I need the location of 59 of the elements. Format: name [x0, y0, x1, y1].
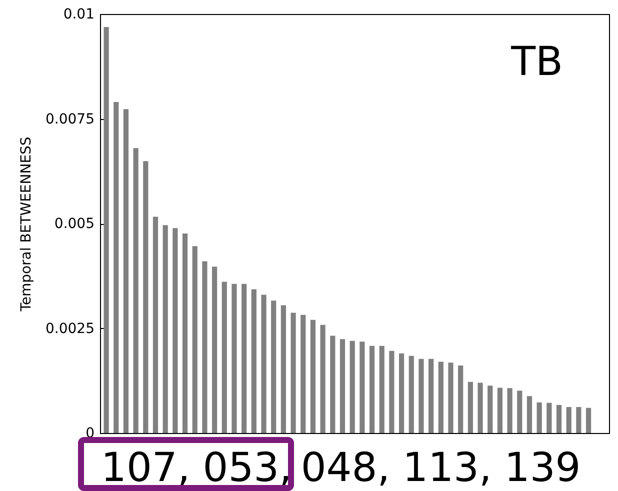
bar [497, 388, 503, 433]
bar [369, 346, 375, 433]
bar [202, 261, 208, 433]
bar [320, 324, 326, 433]
bar [448, 362, 454, 433]
bar [123, 109, 129, 433]
bar [330, 336, 336, 433]
y-tick-label: 0.01 [63, 6, 94, 22]
bar [418, 358, 424, 433]
bar [546, 402, 552, 433]
bar [408, 356, 414, 433]
y-tick-label: 0.005 [54, 216, 94, 232]
bar [536, 402, 542, 433]
y-tick-label: 0.0075 [46, 111, 94, 128]
bar [133, 148, 138, 433]
bar [488, 386, 493, 433]
bar [271, 300, 276, 433]
bar [104, 26, 109, 433]
bar [360, 342, 365, 433]
bar [556, 404, 562, 433]
annotation: TB [511, 39, 563, 85]
bar [458, 366, 464, 433]
bar [251, 289, 256, 433]
bar [261, 294, 266, 433]
y-tick-label: 0.0025 [46, 320, 94, 337]
bar [478, 382, 483, 433]
bar [507, 388, 512, 433]
bar [242, 284, 247, 433]
bar [340, 339, 346, 433]
bar [212, 266, 218, 433]
bar [300, 314, 306, 433]
bar [114, 102, 119, 433]
bar [280, 305, 286, 433]
text: 048, 113, 139 [300, 445, 581, 491]
bar [182, 234, 188, 433]
bar [143, 161, 148, 433]
bar [428, 358, 434, 433]
bar [468, 382, 473, 433]
bar [152, 216, 158, 433]
bar [350, 340, 355, 433]
bar [398, 353, 404, 433]
bar [172, 228, 178, 433]
bar [379, 346, 384, 433]
bar [526, 396, 532, 433]
y-axis-title: Temporal BETWEENNESS [18, 136, 35, 312]
bar [192, 246, 198, 433]
bar [162, 225, 168, 433]
bar [389, 350, 394, 433]
bar [517, 390, 522, 433]
bar [290, 312, 296, 433]
bar [222, 282, 227, 433]
bar [576, 407, 582, 433]
bar [566, 407, 572, 433]
bar [586, 408, 592, 433]
bar [438, 362, 444, 433]
bar [310, 320, 316, 433]
text: 107, 053, [101, 445, 292, 491]
bar [232, 284, 237, 433]
y-tick-label: 0 [86, 426, 94, 442]
